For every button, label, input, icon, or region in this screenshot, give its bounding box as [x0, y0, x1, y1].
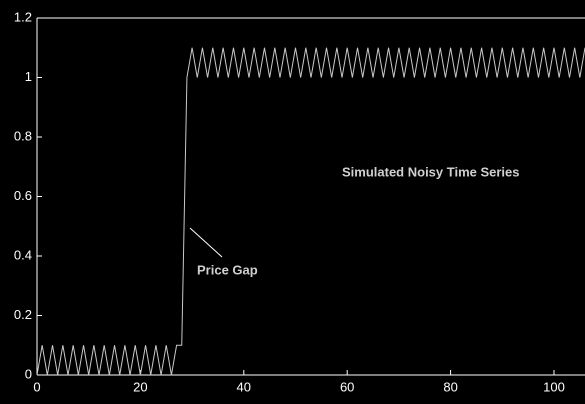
x-tick-label: 60 [340, 379, 354, 394]
annotation: Price Gap [197, 262, 258, 277]
annotation: Simulated Noisy Time Series [342, 164, 520, 179]
y-tick-label: 1.2 [14, 9, 32, 24]
x-tick-label: 0 [33, 379, 40, 394]
y-tick-label: 0.2 [14, 307, 32, 322]
x-tick-label: 20 [133, 379, 147, 394]
y-tick-label: 0 [25, 366, 32, 381]
x-tick-label: 40 [237, 379, 251, 394]
x-tick-label: 80 [443, 379, 457, 394]
x-tick-label: 100 [543, 379, 565, 394]
y-tick-label: 0.8 [14, 128, 32, 143]
annotation-pointer [189, 227, 223, 258]
y-tick-label: 0.4 [14, 247, 32, 262]
data-line [36, 47, 585, 376]
y-tick-label: 1 [25, 69, 32, 84]
y-tick-label: 0.6 [14, 188, 32, 203]
